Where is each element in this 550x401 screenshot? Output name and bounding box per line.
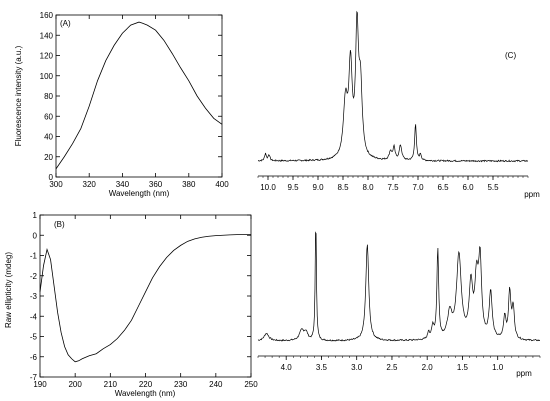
panel-b-x-tick-label: 200 — [68, 380, 82, 389]
panel-b-y-tick-label: 1 — [33, 211, 38, 220]
panel-c1-tick-label: 10.0 — [260, 183, 276, 192]
panel-b-cd-chart: (B) Wavelength (nm) Raw ellipticity (mde… — [4, 211, 258, 398]
panel-a-x-tick-label: 320 — [83, 180, 97, 189]
panel-a-y-tick-label: 140 — [40, 31, 54, 40]
panel-c-aliphatic-spectrum-line — [257, 231, 541, 342]
panel-a-y-tick-label: 100 — [40, 72, 54, 81]
panel-a-x-tick-label: 360 — [149, 180, 163, 189]
panel-c2-tick-label: 3.5 — [316, 363, 328, 372]
panel-c-aliphatic-spectrum: 4.0 3.5 3.0 2.5 2.0 1.5 1.0 ppm — [257, 231, 541, 378]
panel-b-x-axis-label: Wavelength (nm) — [115, 389, 176, 398]
panel-b-y-tick-label: -5 — [30, 333, 38, 342]
panel-a-y-tick-label: 60 — [44, 112, 53, 121]
panel-b-y-tick-label: -2 — [30, 272, 38, 281]
panel-c1-tick-label: 9.5 — [287, 183, 299, 192]
panel-c-aliphatic-unit-label: ppm — [516, 369, 532, 378]
panel-c2-tick-label: 1.0 — [492, 363, 504, 372]
panel-b-x-tick-label: 240 — [209, 380, 223, 389]
panel-c1-tick-label: 6.5 — [437, 183, 449, 192]
panel-c1-tick-label: 7.0 — [412, 183, 424, 192]
panel-b-y-tick-label: 0 — [33, 231, 38, 240]
panel-c2-tick-label: 1.5 — [457, 363, 469, 372]
panel-c1-tick-label: 7.5 — [387, 183, 399, 192]
panel-b-x-tick-label: 210 — [104, 380, 118, 389]
panel-a-x-tick-label: 340 — [116, 180, 130, 189]
panel-a-y-tick-label: 80 — [44, 92, 53, 101]
panel-a-fluorescence-chart: (A) Wavelength (nm) Fluorescence intensi… — [14, 11, 229, 198]
panel-c1-tick-label: 9.0 — [312, 183, 324, 192]
panel-c-label: (C) — [505, 51, 516, 60]
panel-c-amide-ticks: 10.0 9.5 9.0 8.5 8.0 7.5 7.0 6.5 6.0 5.5 — [257, 176, 529, 192]
panel-c1-tick-label: 8.0 — [362, 183, 374, 192]
panel-c1-tick-label: 6.0 — [462, 183, 474, 192]
panel-b-y-tick-label: -4 — [30, 312, 38, 321]
panel-a-y-tick-label: 160 — [40, 11, 54, 20]
panel-b-x-tick-label: 220 — [139, 380, 153, 389]
panel-c2-tick-label: 2.5 — [386, 363, 398, 372]
panel-c2-tick-label: 4.0 — [281, 363, 293, 372]
panel-c1-tick-label: 8.5 — [337, 183, 349, 192]
panel-b-plot-frame — [39, 214, 252, 378]
panel-b-y-axis-label: Raw ellipticity (mdeg) — [4, 252, 13, 328]
panel-a-series-line — [55, 21, 223, 170]
panel-b-y-tick-label: -3 — [30, 292, 38, 301]
panel-b-y-tick-label: -6 — [30, 353, 38, 362]
panel-a-y-tick-label: 40 — [44, 133, 53, 142]
panel-b-x-tick-label: 230 — [174, 380, 188, 389]
panel-a-x-tick-label: 400 — [215, 180, 229, 189]
panel-c2-tick-label: 2.0 — [422, 363, 434, 372]
panel-c1-tick-label: 5.5 — [487, 183, 499, 192]
panel-a-x-tick-label: 300 — [49, 180, 63, 189]
panel-b-x-tick-label: 250 — [244, 380, 258, 389]
panel-c-amide-unit-label: ppm — [524, 190, 540, 199]
panel-c2-tick-label: 3.0 — [351, 363, 363, 372]
panel-c-amide-spectrum: (C) 10.0 9.5 9.0 8.5 8.0 7.5 7.0 6.5 6.0 5.5 ppm — [257, 10, 540, 199]
panel-c-aliphatic-ticks: 4.0 3.5 3.0 2.5 2.0 1.5 1.0 — [257, 356, 541, 372]
panel-b-label: (B) — [54, 220, 65, 229]
panel-b-series-line — [39, 234, 251, 363]
panel-b-y-tick-label: -7 — [30, 373, 38, 382]
panel-a-y-axis-label: Fluorescence intensity (a.u.) — [14, 45, 23, 146]
panel-a-x-tick-label: 380 — [182, 180, 196, 189]
panel-b-y-tick-label: -1 — [30, 252, 38, 261]
panel-a-x-axis-label: Wavelength (nm) — [109, 189, 170, 198]
panel-a-y-tick-label: 20 — [44, 153, 53, 162]
panel-b-x-tick-label: 190 — [33, 380, 47, 389]
panel-a-ticks: 300 320 340 360 380 400 0 20 40 60 80 100 120 140 160 — [40, 11, 230, 189]
panel-a-y-tick-label: 120 — [40, 52, 54, 61]
panel-c-amide-spectrum-line — [257, 10, 529, 163]
panel-b-ticks: 190 200 210 220 230 240 250 -7 -6 -5 -4 -3 -2 -1 0 1 — [30, 211, 258, 389]
panel-a-y-tick-label: 0 — [49, 173, 54, 182]
panel-a-label: (A) — [60, 19, 71, 28]
